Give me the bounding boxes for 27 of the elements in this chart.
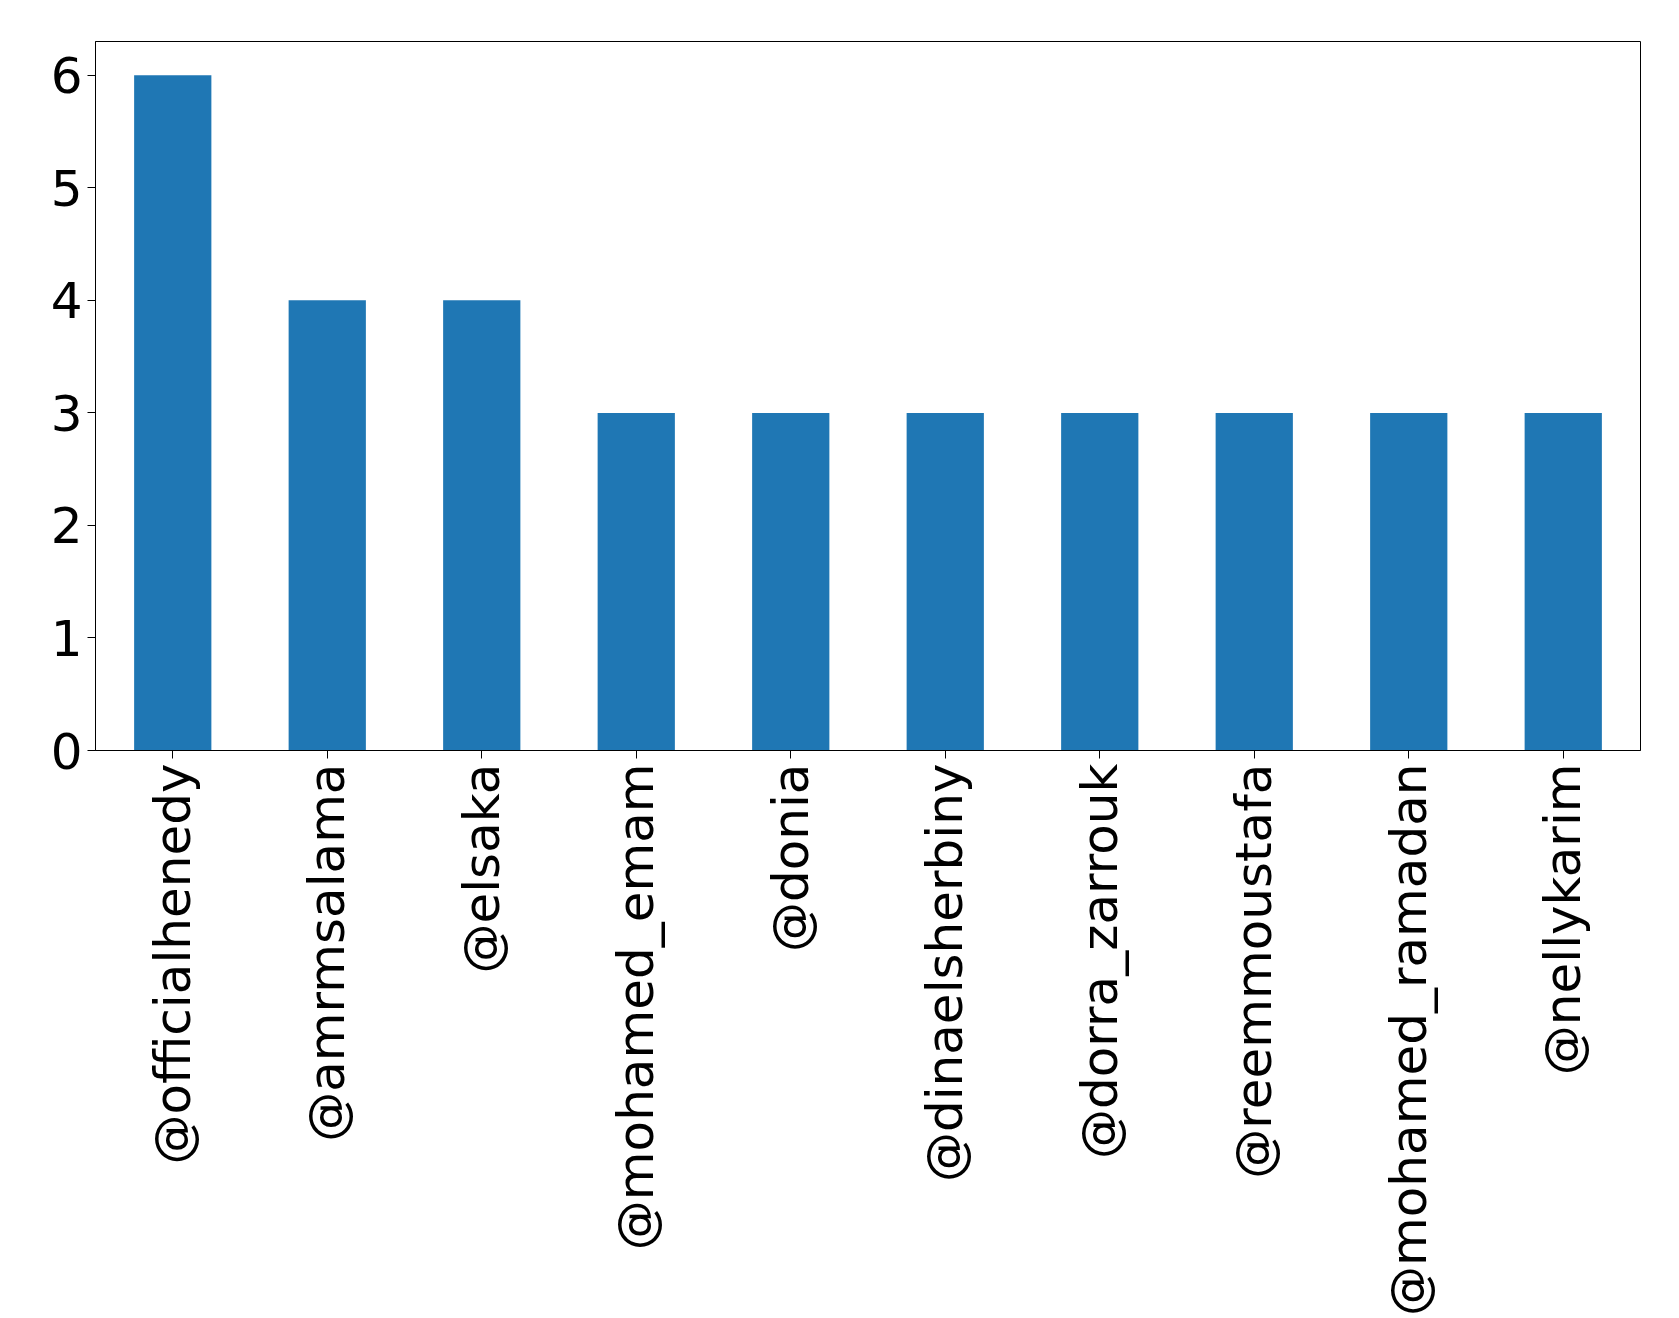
bar [906,412,984,751]
bar [1061,412,1139,751]
bar [1524,412,1602,751]
x-tick-label: @mohamed_ramadan [1379,763,1438,1316]
x-tick-label: @dorra_zarrouk [1070,763,1129,1159]
x-tick-label: @donia [761,763,820,953]
bar [752,412,830,751]
x-tick-label: @reemmoustafa [1225,763,1284,1179]
y-tick-label: 5 [50,159,83,218]
bar [134,75,212,751]
x-tick-label: @officialhenedy [143,763,202,1165]
bar [1370,412,1448,751]
x-tick-label: @dinaelsherbiny [916,763,975,1183]
y-tick-label: 3 [50,384,83,443]
y-tick-label: 0 [50,722,83,781]
y-tick-label: 1 [50,609,83,668]
bar [597,412,675,751]
y-tick-label: 6 [50,47,83,106]
x-tick-label: @nellykarim [1534,763,1593,1076]
y-tick-label: 4 [50,272,83,331]
x-tick-label: @amrmsalama [298,763,357,1142]
bar [288,300,366,751]
bar [443,300,521,751]
bar [1215,412,1293,751]
y-tick-label: 2 [50,497,83,556]
x-tick-label: @elsaka [452,763,511,974]
x-tick-label: @mohamed_emam [607,763,666,1251]
